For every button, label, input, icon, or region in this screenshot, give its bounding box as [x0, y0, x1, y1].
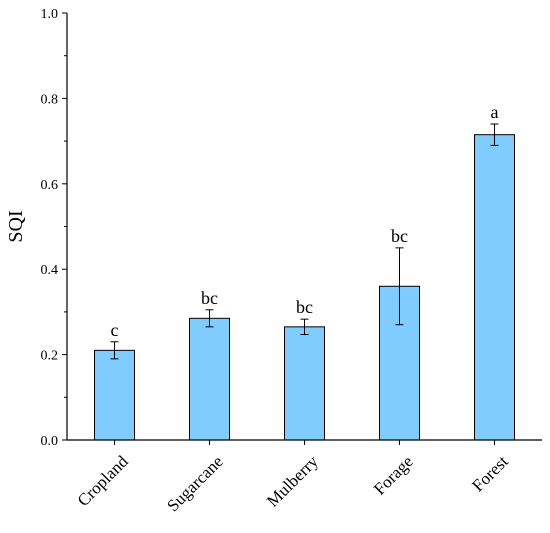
bar-sugarcane — [189, 317, 230, 441]
x-tick-label-sugarcane: Sugarcane — [163, 452, 227, 516]
x-tick-label-cropland: Cropland — [74, 452, 133, 511]
y-tick-label: 0.4 — [41, 263, 59, 278]
y-tick-label: 0.8 — [41, 92, 59, 107]
error-bar-forage — [395, 247, 404, 326]
x-tick-label-mulberry: Mulberry — [263, 452, 322, 511]
x-axis: Cropland Sugarcane Mulberry Forage Forest — [67, 439, 542, 516]
error-bar-mulberry — [300, 318, 309, 336]
significance-label: bc — [391, 226, 408, 246]
y-tick-label: 1.0 — [41, 7, 59, 22]
y-axis-title: SQI — [5, 210, 27, 242]
significance-labels: c bc bc bc a — [111, 102, 499, 340]
bar-cropland — [94, 349, 135, 441]
significance-label: bc — [296, 297, 313, 317]
error-bars — [110, 123, 499, 360]
error-bar-forest — [490, 123, 499, 146]
significance-label: bc — [201, 288, 218, 308]
error-bar-sugarcane — [205, 309, 214, 328]
x-tick-label-forest: Forest — [468, 452, 512, 496]
significance-label: c — [111, 320, 119, 340]
x-tick-label-forage: Forage — [370, 452, 417, 499]
bar-mulberry — [284, 326, 325, 441]
y-tick-label: 0.2 — [41, 349, 59, 364]
y-tick-label: 0.6 — [41, 178, 59, 193]
error-bar-cropland — [110, 341, 119, 360]
significance-label: a — [491, 102, 499, 122]
y-tick-label: 0.0 — [41, 434, 59, 449]
bars — [94, 134, 515, 441]
y-axis: 0.0 0.2 0.4 0.6 0.8 1.0 — [41, 7, 68, 449]
bar-forest — [474, 134, 515, 441]
